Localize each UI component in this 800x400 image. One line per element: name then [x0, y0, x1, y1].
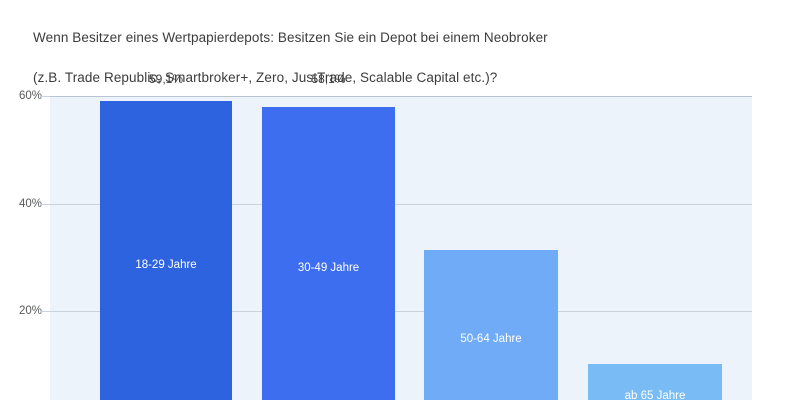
y-tick-dash-40	[40, 204, 50, 205]
chart-title-line-2: (z.B. Trade Republic, Smartbroker+, Zero…	[33, 70, 498, 85]
chart-title-line-1: Wenn Besitzer eines Wertpapierdepots: Be…	[33, 30, 548, 45]
bar-label-30-49: 30-49 Jahre	[297, 261, 360, 274]
gridline-40	[50, 204, 752, 205]
y-tick-dash-20	[40, 311, 50, 312]
bar-30-49[interactable]: 30-49 Jahre	[262, 106, 395, 400]
bar-50-64[interactable]: 50-64 Jahre	[424, 249, 558, 400]
bar-label-ab-65: ab 65 Jahre	[624, 389, 686, 400]
gridline-60	[50, 96, 752, 97]
y-tick-label-20: 20%	[18, 305, 42, 317]
gridline-20	[50, 311, 752, 312]
bar-ab-65[interactable]: ab 65 Jahre	[588, 363, 722, 400]
y-tick-dash-60	[40, 96, 50, 97]
bar-18-29[interactable]: 18-29 Jahre	[100, 101, 232, 400]
value-label-30-49: 58,1%	[311, 72, 346, 86]
y-tick-label-40: 40%	[18, 198, 42, 210]
value-label-18-29: 59,1%	[148, 72, 184, 86]
y-tick-label-60: 60%	[18, 90, 42, 102]
bar-label-18-29: 18-29 Jahre	[135, 259, 197, 272]
plot-area: 18-29 Jahre 30-49 Jahre 50-64 Jahre ab 6…	[50, 96, 752, 400]
chart-title: Wenn Besitzer eines Wertpapierdepots: Be…	[33, 8, 763, 108]
bar-label-50-64: 50-64 Jahre	[460, 332, 522, 345]
